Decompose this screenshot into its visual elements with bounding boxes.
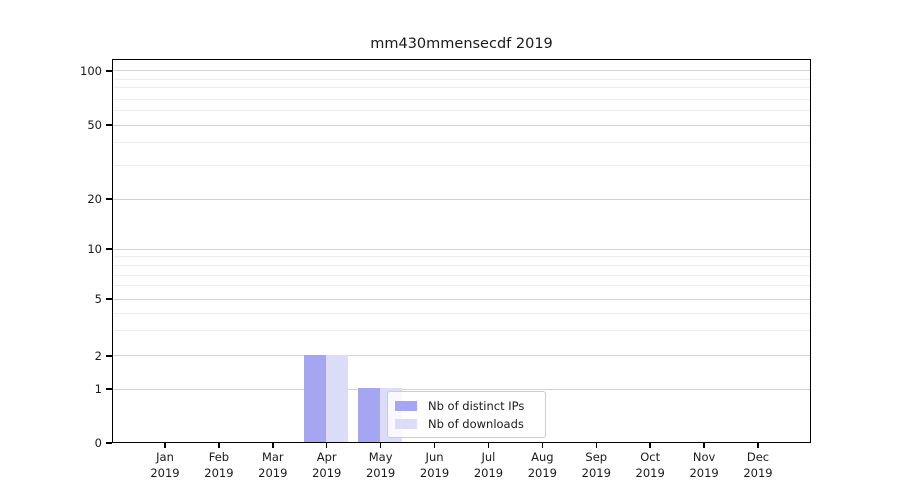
x-tick-label-feb: Feb 2019: [189, 450, 249, 481]
x-tick-year: 2019: [419, 465, 450, 480]
y-gridline-major-10: [113, 248, 810, 250]
x-tick-label-mar: Mar 2019: [243, 450, 303, 481]
y-tick-label-2: 2: [94, 348, 102, 363]
chart-title: mm430mmensecdf 2019: [370, 36, 553, 52]
y-tick-label-0: 0: [94, 436, 102, 450]
x-tick-month: Jul: [481, 450, 496, 464]
bar-distinct-ips-may: [358, 388, 381, 442]
y-gridline-minor-90: [113, 78, 810, 80]
y-gridline-minor-7: [113, 274, 810, 276]
x-tick-month: Nov: [692, 450, 716, 464]
x-tick-month: Jan: [156, 450, 174, 464]
y-tick-label-20: 20: [87, 192, 102, 206]
x-tick-mark-may: [379, 443, 382, 448]
legend-entry-distinct-ips: Nb of distinct IPs: [395, 398, 537, 414]
y-tick-mark-50: [106, 124, 112, 126]
legend-entry-downloads: Nb of downloads: [395, 416, 537, 432]
y-gridline-major-50: [113, 124, 810, 126]
x-tick-year: 2019: [473, 465, 504, 480]
x-tick-month: Aug: [531, 450, 554, 464]
y-gridline-major-5: [113, 298, 810, 300]
plot-area: [112, 59, 811, 443]
y-gridline-major-1: [113, 388, 810, 390]
y-gridline-major-2: [113, 355, 810, 357]
y-tick-label-100: 100: [80, 63, 102, 78]
x-tick-year: 2019: [258, 465, 288, 480]
x-tick-mark-nov: [703, 443, 705, 448]
y-gridline-minor-8: [113, 264, 810, 266]
y-gridline-minor-80: [113, 87, 810, 89]
x-tick-year: 2019: [365, 465, 396, 480]
x-tick-year: 2019: [312, 465, 342, 480]
x-tick-mark-dec: [757, 443, 759, 448]
y-gridline-minor-6: [113, 285, 810, 287]
y-gridline-minor-70: [113, 98, 810, 100]
x-tick-year: 2019: [150, 465, 180, 480]
x-tick-label-aug: Aug 2019: [512, 450, 572, 481]
y-gridline-minor-3: [113, 330, 810, 332]
x-tick-mark-oct: [649, 443, 651, 448]
y-tick-mark-20: [106, 198, 112, 200]
legend: Nb of distinct IPs Nb of downloads: [387, 391, 546, 438]
x-tick-year: 2019: [635, 465, 665, 480]
x-tick-year: 2019: [204, 465, 234, 480]
x-tick-month: Dec: [746, 450, 770, 464]
x-tick-month: Jun: [425, 450, 444, 464]
y-tick-label-50: 50: [87, 118, 102, 132]
x-tick-mark-sep: [595, 443, 598, 448]
x-tick-month: Mar: [261, 450, 284, 464]
x-tick-year: 2019: [689, 465, 719, 480]
x-tick-month: Feb: [208, 450, 230, 464]
legend-label-distinct-ips: Nb of distinct IPs: [428, 399, 525, 413]
x-tick-label-dec: Dec 2019: [728, 450, 788, 481]
y-tick-mark-10: [106, 248, 112, 250]
legend-label-downloads: Nb of downloads: [428, 417, 524, 431]
y-gridline-minor-4: [113, 312, 810, 314]
x-tick-month: May: [368, 450, 393, 464]
x-tick-label-oct: Oct 2019: [620, 450, 680, 481]
x-tick-mark-jan: [164, 443, 166, 448]
x-tick-label-jan: Jan 2019: [135, 450, 195, 481]
x-tick-label-nov: Nov 2019: [674, 450, 734, 481]
x-tick-year: 2019: [743, 465, 773, 480]
y-gridline-major-100: [113, 70, 810, 72]
x-tick-label-sep: Sep 2019: [566, 450, 626, 481]
y-tick-mark-2: [106, 355, 112, 357]
y-tick-label-5: 5: [94, 292, 102, 306]
x-tick-label-jun: Jun 2019: [405, 450, 465, 481]
x-tick-year: 2019: [527, 465, 557, 480]
x-tick-mark-jul: [487, 443, 490, 448]
x-tick-month: Oct: [640, 450, 661, 464]
y-gridline-minor-60: [113, 110, 810, 112]
x-tick-mark-apr: [325, 443, 328, 448]
x-tick-mark-mar: [272, 443, 274, 448]
y-tick-mark-0: [106, 442, 112, 444]
y-gridline-major-20: [113, 198, 810, 200]
x-tick-label-jul: Jul 2019: [458, 450, 518, 481]
legend-swatch-downloads: [395, 419, 417, 429]
y-gridline-minor-30: [113, 165, 810, 167]
x-tick-mark-aug: [541, 443, 544, 448]
x-tick-mark-jun: [433, 443, 436, 448]
x-tick-year: 2019: [581, 465, 611, 480]
x-tick-label-may: May 2019: [351, 450, 411, 481]
x-tick-mark-feb: [218, 443, 220, 448]
bar-distinct-ips-apr: [304, 355, 327, 442]
y-gridline-minor-9: [113, 256, 810, 258]
legend-swatch-distinct-ips: [395, 401, 417, 411]
y-tick-label-1: 1: [94, 382, 102, 396]
y-tick-mark-100: [106, 70, 112, 72]
bar-downloads-apr: [326, 355, 349, 442]
x-tick-label-apr: Apr 2019: [297, 450, 357, 481]
y-tick-mark-5: [106, 298, 112, 300]
y-tick-label-10: 10: [87, 242, 102, 256]
y-gridline-minor-40: [113, 142, 810, 144]
x-tick-month: Sep: [585, 450, 608, 464]
x-tick-month: Apr: [316, 450, 337, 464]
y-tick-mark-1: [106, 388, 112, 390]
